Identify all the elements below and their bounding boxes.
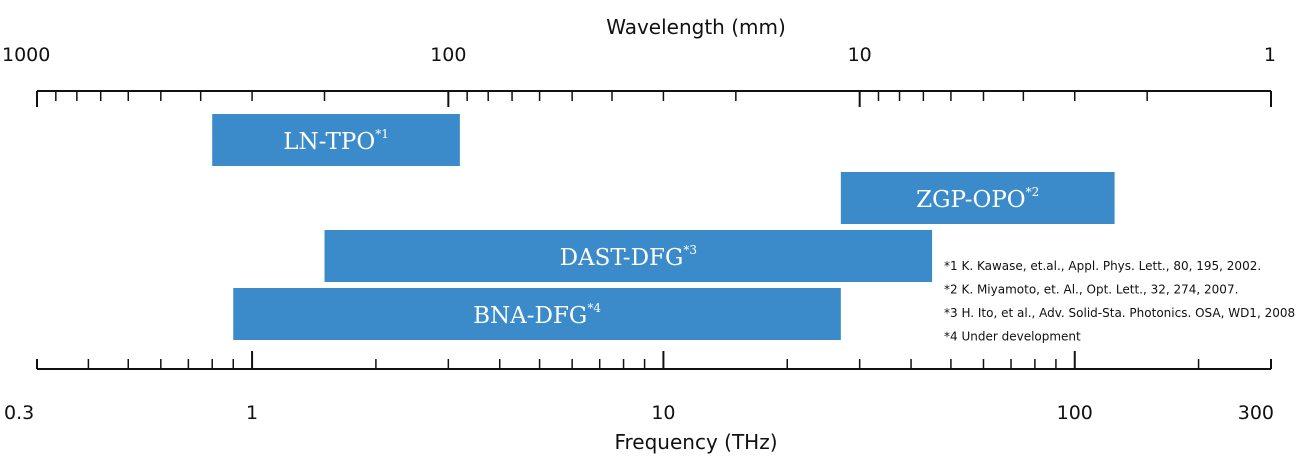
- top-axis: 1000 100 10 1: [2, 44, 1276, 107]
- bar-label-name: LN-TPO: [283, 129, 375, 155]
- bar-label-name: BNA-DFG: [473, 303, 587, 329]
- bar-label: DAST-DFG*3: [560, 243, 697, 271]
- annotation-line: *3 H. Ito, et al., Adv. Solid-Sta. Photo…: [944, 306, 1296, 320]
- bar-label-name: DAST-DFG: [560, 245, 684, 271]
- bar-group: DAST-DFG*3: [325, 230, 933, 282]
- top-tick-label: 10: [848, 44, 872, 66]
- annotation-line: *2 K. Miyamoto, et. Al., Opt. Lett., 32,…: [944, 283, 1238, 297]
- bottom-tick-label: 100: [1057, 402, 1093, 424]
- bar-label: ZGP-OPO*2: [916, 185, 1039, 213]
- bar-label-name: ZGP-OPO: [916, 187, 1026, 213]
- bottom-tick-label: 300: [1238, 402, 1274, 424]
- bar-group: BNA-DFG*4: [233, 288, 841, 340]
- bar-label: BNA-DFG*4: [473, 301, 601, 329]
- bar-label: LN-TPO*1: [283, 127, 389, 155]
- bottom-tick-label: 10: [651, 402, 675, 424]
- bar-label-sup: *4: [587, 301, 601, 315]
- bar-label-sup: *1: [375, 127, 389, 141]
- annotation-line: *1 K. Kawase, et.al., Appl. Phys. Lett.,…: [944, 259, 1261, 273]
- top-axis-title: Wavelength (mm): [606, 15, 786, 39]
- top-tick-label: 100: [430, 44, 466, 66]
- bar-label-sup: *3: [683, 243, 697, 257]
- annotations: *1 K. Kawase, et.al., Appl. Phys. Lett.,…: [944, 259, 1296, 344]
- bar-group: ZGP-OPO*2: [841, 172, 1115, 224]
- bottom-tick-label: 1: [246, 402, 258, 424]
- bottom-tick-label: 0.3: [4, 402, 34, 424]
- bar-label-sup: *2: [1026, 185, 1040, 199]
- bottom-axis: 0.3 1 10 100 300: [4, 351, 1274, 424]
- bottom-axis-title: Frequency (THz): [614, 430, 777, 454]
- top-tick-label: 1000: [2, 44, 50, 66]
- annotation-line: *4 Under development: [944, 330, 1081, 344]
- bar-group: LN-TPO*1: [212, 114, 460, 166]
- top-tick-label: 1: [1264, 44, 1276, 66]
